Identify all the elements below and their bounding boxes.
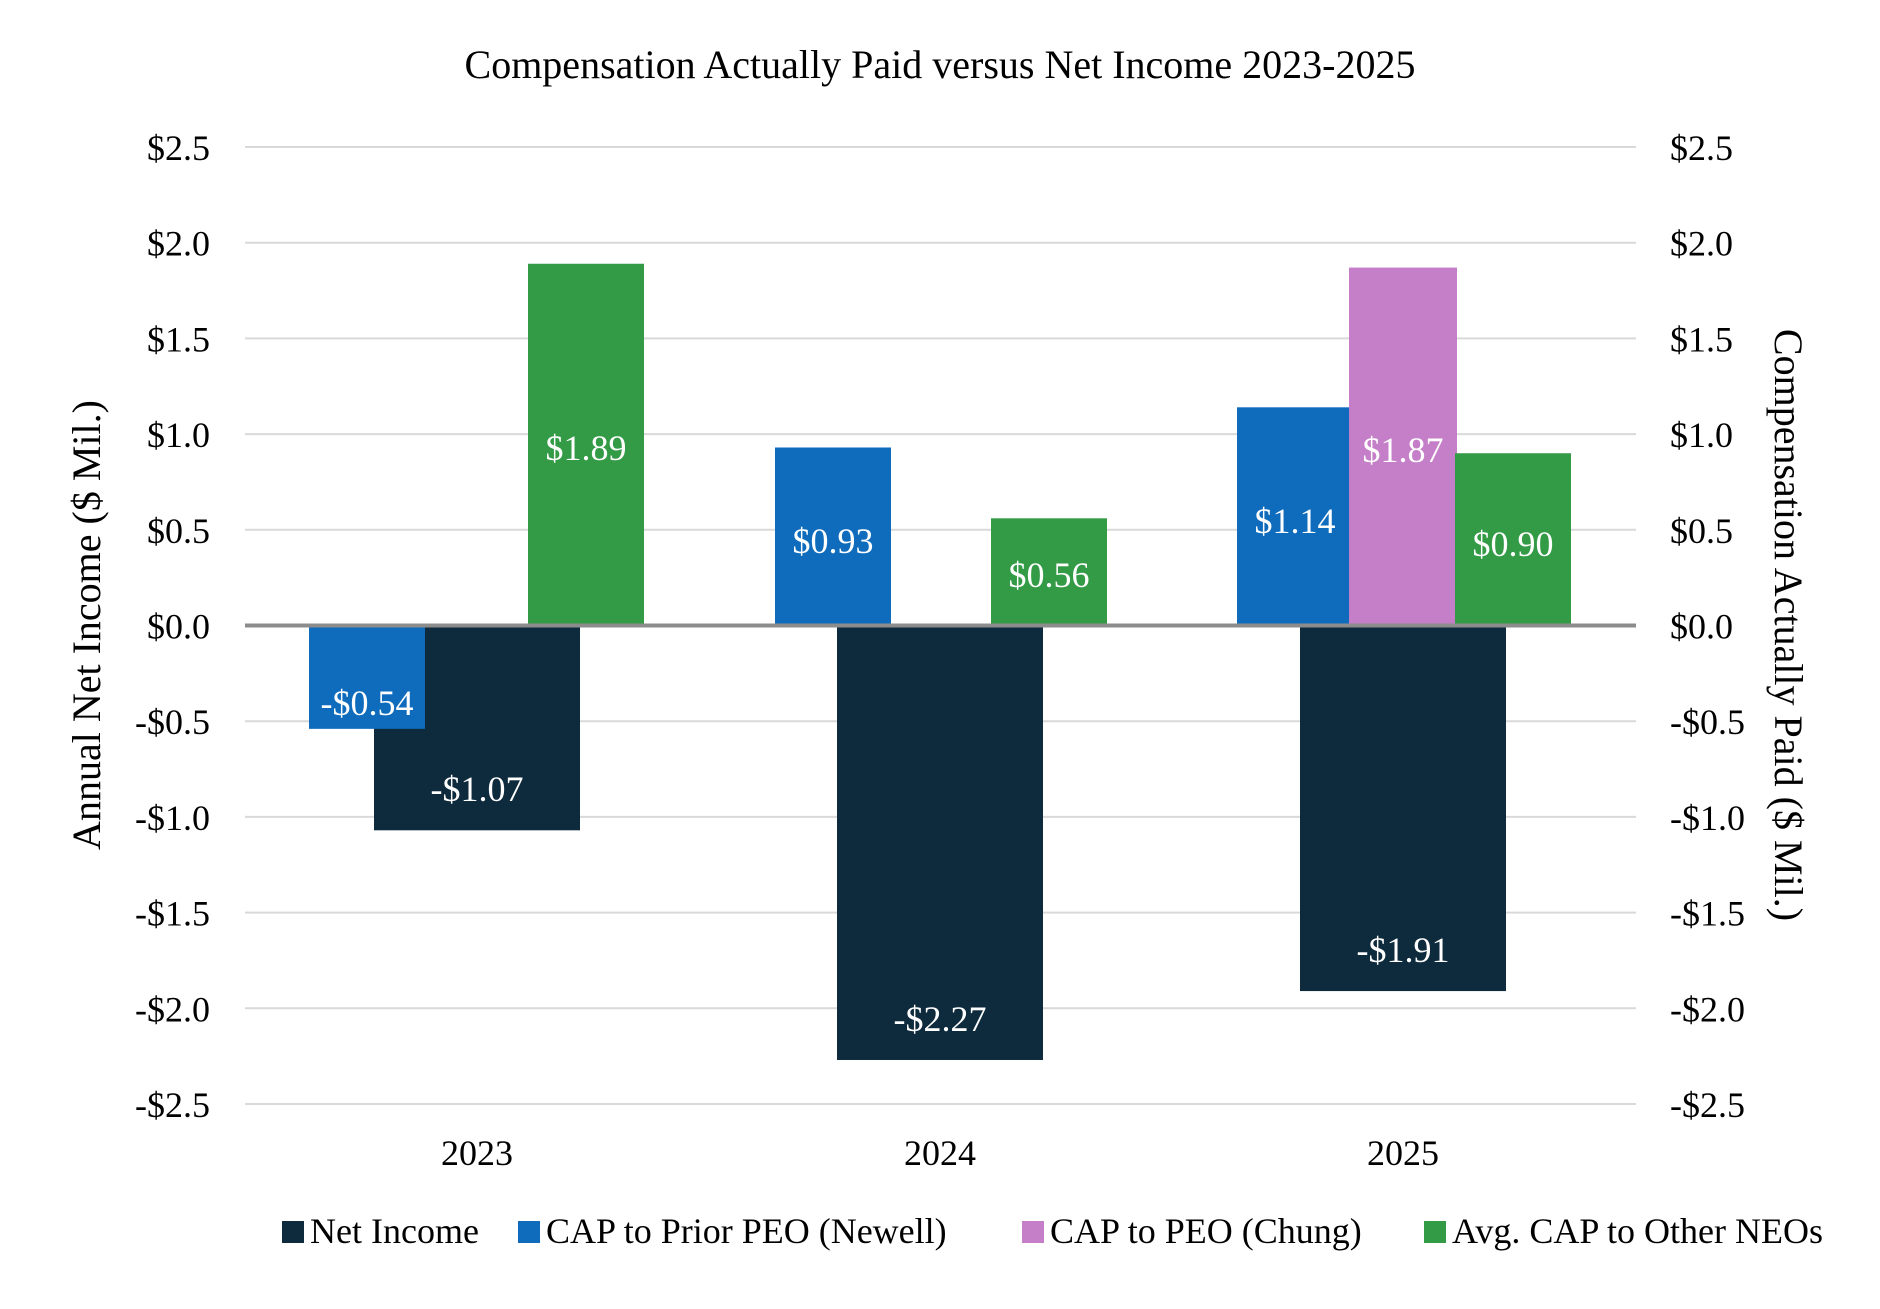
legend-label: Avg. CAP to Other NEOs: [1452, 1211, 1823, 1251]
bar-net-income-2025: [1300, 625, 1506, 992]
legend-label: CAP to Prior PEO (Newell): [546, 1211, 947, 1251]
data-label: $1.87: [1363, 430, 1444, 470]
legend-swatch: [1424, 1221, 1446, 1243]
legend-item-avg-cap-to-other-neos: Avg. CAP to Other NEOs: [1424, 1211, 1823, 1251]
bar-cap-to-prior-peo-newell-2024: [775, 447, 891, 626]
left-tick-label: $0.5: [147, 511, 210, 551]
bar-net-income-2024: [837, 625, 1043, 1060]
right-tick-label: -$0.5: [1670, 702, 1745, 742]
legend: Net Income CAP to Prior PEO (Newell) CAP t…: [282, 1211, 1823, 1251]
legend-item-cap-to-prior-peo-newell: CAP to Prior PEO (Newell): [518, 1211, 947, 1251]
data-label: $0.56: [1009, 555, 1090, 595]
right-tick-label: -$2.5: [1670, 1085, 1745, 1125]
bar-avg-cap-to-other-neos-2023: [528, 263, 644, 626]
x-tick-label: 2024: [904, 1133, 976, 1173]
left-tick-label: -$0.5: [135, 702, 210, 742]
data-label: -$0.54: [321, 683, 414, 723]
bar-cap-to-peo-chung-2025: [1349, 267, 1457, 626]
right-axis-label: Compensation Actually Paid ($ Mil.): [1766, 329, 1811, 921]
right-tick-label: $0.5: [1670, 511, 1733, 551]
legend-swatch: [518, 1221, 540, 1243]
legend-label: CAP to PEO (Chung): [1050, 1211, 1362, 1251]
data-label: $1.14: [1255, 501, 1336, 541]
data-label: -$2.27: [894, 999, 987, 1039]
left-tick-label: $1.0: [147, 415, 210, 455]
bar-cap-to-prior-peo-newell-2025: [1237, 407, 1353, 626]
data-label: $1.89: [546, 428, 627, 468]
left-tick-label: -$1.5: [135, 894, 210, 934]
right-axis-ticks: $2.5 $2.0 $1.5 $1.0 $0.5 $0.0 -$0.5 -$1.0 -$1.5 -…: [1670, 128, 1745, 1125]
bar-avg-cap-to-other-neos-2025: [1455, 453, 1571, 626]
x-axis: 2023 2024 2025: [245, 623, 1636, 1173]
x-tick-label: 2025: [1367, 1133, 1439, 1173]
left-tick-label: -$2.0: [135, 989, 210, 1029]
left-axis-label: Annual Net Income ($ Mil.): [64, 400, 109, 850]
legend-swatch: [282, 1221, 304, 1243]
data-label: -$1.07: [431, 769, 524, 809]
left-tick-label: -$1.0: [135, 798, 210, 838]
right-tick-label: -$1.0: [1670, 798, 1745, 838]
data-label: $0.90: [1473, 524, 1554, 564]
left-axis-ticks: $2.5 $2.0 $1.5 $1.0 $0.5 $0.0 -$0.5 -$1.0 -$1.5 -…: [135, 128, 210, 1125]
legend-swatch: [1022, 1221, 1044, 1243]
left-tick-label: $0.0: [147, 607, 210, 647]
right-tick-label: -$2.0: [1670, 989, 1745, 1029]
left-tick-label: $1.5: [147, 319, 210, 359]
right-tick-label: -$1.5: [1670, 894, 1745, 934]
chart-title: Compensation Actually Paid versus Net In…: [465, 42, 1416, 87]
x-tick-label: 2023: [441, 1133, 513, 1173]
data-label: -$1.91: [1357, 930, 1450, 970]
legend-item-cap-to-peo-chung: CAP to PEO (Chung): [1022, 1211, 1362, 1251]
right-tick-label: $2.5: [1670, 128, 1733, 168]
legend-label: Net Income: [310, 1211, 479, 1251]
left-tick-label: -$2.5: [135, 1085, 210, 1125]
left-tick-label: $2.5: [147, 128, 210, 168]
left-tick-label: $2.0: [147, 224, 210, 264]
data-labels: -$1.07 -$2.27 -$1.91 -$0.54 $0.93 $1.14 $1.87 $…: [321, 428, 1554, 1039]
bar-avg-cap-to-other-neos-2024: [991, 518, 1107, 626]
data-label: $0.93: [793, 521, 874, 561]
right-tick-label: $0.0: [1670, 607, 1733, 647]
right-tick-label: $1.0: [1670, 415, 1733, 455]
legend-item-net-income: Net Income: [282, 1211, 479, 1251]
bar-cap-to-prior-peo-newell-2023: [309, 625, 425, 729]
bars: [309, 263, 1571, 1060]
right-tick-label: $1.5: [1670, 319, 1733, 359]
right-tick-label: $2.0: [1670, 224, 1733, 264]
